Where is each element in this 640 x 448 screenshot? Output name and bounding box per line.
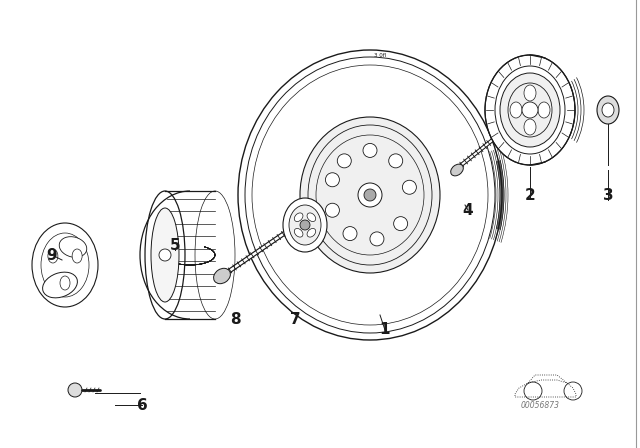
Circle shape xyxy=(159,249,171,261)
Circle shape xyxy=(363,143,377,157)
Text: 7: 7 xyxy=(290,313,300,327)
Ellipse shape xyxy=(495,66,565,154)
Circle shape xyxy=(364,189,376,201)
Ellipse shape xyxy=(485,55,575,165)
Text: 1: 1 xyxy=(380,323,390,337)
Ellipse shape xyxy=(510,102,522,118)
Ellipse shape xyxy=(145,191,185,319)
Circle shape xyxy=(337,154,351,168)
Text: 5: 5 xyxy=(170,237,180,253)
Circle shape xyxy=(358,183,382,207)
Circle shape xyxy=(343,227,357,241)
Text: 3 0fl: 3 0fl xyxy=(374,53,386,58)
Text: 2: 2 xyxy=(525,188,536,202)
Circle shape xyxy=(325,173,339,187)
Ellipse shape xyxy=(238,50,502,340)
Ellipse shape xyxy=(451,164,463,176)
Circle shape xyxy=(394,217,408,231)
Ellipse shape xyxy=(524,85,536,101)
Circle shape xyxy=(522,102,538,118)
Ellipse shape xyxy=(68,383,82,397)
Ellipse shape xyxy=(151,208,179,302)
Text: 00056873: 00056873 xyxy=(520,401,559,410)
Ellipse shape xyxy=(48,249,58,263)
Text: 4: 4 xyxy=(463,202,474,217)
Ellipse shape xyxy=(538,102,550,118)
Text: 6: 6 xyxy=(136,397,147,413)
Ellipse shape xyxy=(32,223,98,307)
Ellipse shape xyxy=(524,119,536,135)
Ellipse shape xyxy=(60,237,87,257)
Ellipse shape xyxy=(500,73,560,147)
Ellipse shape xyxy=(294,213,303,222)
Circle shape xyxy=(325,203,339,217)
Ellipse shape xyxy=(72,249,82,263)
Circle shape xyxy=(388,154,403,168)
Ellipse shape xyxy=(289,205,321,245)
Text: 9: 9 xyxy=(47,247,58,263)
Ellipse shape xyxy=(294,228,303,237)
Ellipse shape xyxy=(300,117,440,273)
Ellipse shape xyxy=(597,96,619,124)
Ellipse shape xyxy=(60,276,70,290)
Ellipse shape xyxy=(283,198,327,252)
Circle shape xyxy=(300,220,310,230)
Ellipse shape xyxy=(307,228,316,237)
Text: 8: 8 xyxy=(230,313,240,327)
Ellipse shape xyxy=(602,103,614,117)
Ellipse shape xyxy=(43,272,77,298)
Ellipse shape xyxy=(307,213,316,222)
Ellipse shape xyxy=(214,268,230,284)
Circle shape xyxy=(370,232,384,246)
Circle shape xyxy=(403,180,417,194)
Text: 3: 3 xyxy=(603,188,613,202)
